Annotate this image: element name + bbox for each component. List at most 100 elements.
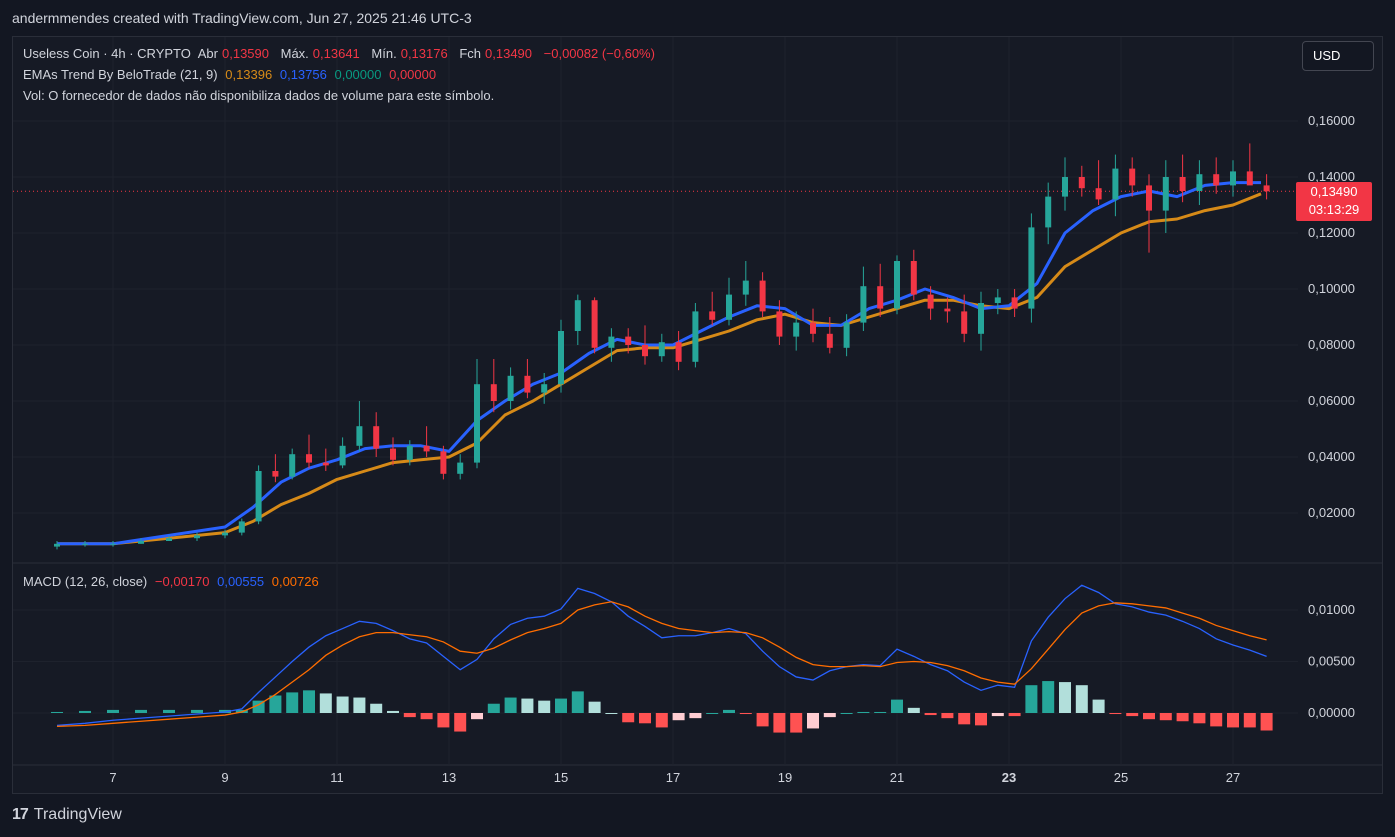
price-tick-label: 0,08000 [1308,337,1355,352]
macd-tick-label: 0,00000 [1308,705,1355,720]
macd-axis: 0,01000 0,00500 0,00000 [1308,602,1355,720]
candle-body [541,384,548,393]
footer-branding[interactable]: 17 TradingView [12,806,122,824]
candle-body [1146,185,1152,211]
ema-legend[interactable]: EMAs Trend By BeloTrade (21, 9) 0,13396 … [23,67,440,82]
candle-body [860,286,867,323]
macd-hist-bar [672,713,685,721]
candle-body [457,462,464,474]
macd-hist-bar [706,713,719,714]
close-value: 0,13490 [485,46,533,61]
macd-hist-bar [639,713,651,724]
macd-hist-bar [303,690,315,713]
macd-hist-bar [1059,682,1071,713]
macd-tick-label: 0,01000 [1308,602,1355,617]
brand-name: TradingView [33,806,122,823]
macd-hist-bar [1042,681,1055,713]
chart-canvas[interactable]: 0,16000 0,14000 0,12000 0,10000 0,08000 0,060… [13,37,1382,793]
macd-hist-value: −0,00170 [154,574,210,589]
currency-button[interactable]: USD [1302,41,1374,71]
price-tick-label: 0,14000 [1308,169,1355,184]
change-value: −0,00082 (−0,60%) [543,46,655,61]
macd-hist-bar [555,698,567,713]
candle-body [675,342,682,362]
macd-hist-bar [1243,713,1256,728]
macd-line-value: 0,00555 [217,574,265,589]
open-value: 0,13590 [222,46,269,61]
macd-hist-bar [941,713,954,719]
symbol-name: Useless Coin · 4h · CRYPTO [23,46,191,61]
macd-hist-bar [756,713,769,727]
volume-legend-text: Vol: O fornecedor de dados não disponibi… [23,88,495,103]
macd-hist-bar [924,713,937,716]
grid-lines [13,37,1382,766]
candle-body [1011,297,1018,309]
candle-body [1230,171,1236,186]
candle-body [877,286,884,309]
time-tick-label: 7 [109,770,116,785]
candle-body [658,342,665,357]
last-price-value: 0,13490 [1310,184,1358,199]
tradingview-logo-icon: 17 [12,806,29,823]
candle-body [54,543,60,547]
macd-hist-bar [739,713,752,715]
high-value: 0,13641 [312,46,360,61]
candle-body [776,311,783,337]
macd-legend[interactable]: MACD (12, 26, close) −0,00170 0,00555 0,… [23,574,323,589]
macd-hist-bar [807,713,819,729]
candle-body [166,538,172,541]
time-tick-label: 25 [1114,770,1128,785]
macd-hist-bar [51,711,63,713]
price-tick-label: 0,04000 [1308,449,1355,464]
candle-body [742,280,749,295]
macd-hist-bar [622,713,635,723]
candle-body [507,375,514,401]
price-tick-label: 0,06000 [1308,393,1355,408]
macd-legend-name: MACD (12, 26, close) [23,574,148,589]
macd-line [56,584,1267,727]
candle-body [423,445,430,452]
macd-hist-bar [336,696,349,713]
time-axis: 7 9 11 13 15 17 19 21 23 25 27 [109,770,1240,785]
candle-body [255,471,262,522]
candle-body [558,331,564,385]
symbol-legend[interactable]: Useless Coin · 4h · CRYPTO Abr 0,13590 Má… [23,46,659,61]
macd-tick-label: 0,00500 [1308,654,1355,669]
macd-hist-bar [1126,713,1139,717]
macd-hist-bar [605,713,618,714]
bar-countdown: 03:13:29 [1308,202,1360,217]
macd-hist-bar [319,693,332,713]
macd-hist-bar [1159,713,1172,721]
volume-legend[interactable]: Vol: O fornecedor de dados não disponibi… [23,88,498,103]
macd-hist-bar [907,707,920,713]
macd-hist-bar [857,711,870,713]
ema-value-1: 0,13396 [225,67,273,82]
candle-body [1078,177,1085,189]
candle-body [406,445,413,460]
macd-hist-bar [538,700,551,713]
candle-body [726,294,732,320]
macd-hist-bar [1075,685,1088,713]
candle-body [440,451,447,474]
candle-body [339,445,346,466]
macd-lines [56,584,1267,728]
ema-value-2: 0,13756 [279,67,327,82]
close-label: Fch [459,46,482,61]
macd-hist-bar [420,713,433,720]
macd-hist-bar [588,701,601,713]
price-axis: 0,16000 0,14000 0,12000 0,10000 0,08000 0,060… [1308,113,1355,520]
macd-hist-bar [891,699,903,713]
macd-hist-bar [823,713,836,718]
macd-hist-bar [403,713,416,718]
ema-legend-name: EMAs Trend By BeloTrade (21, 9) [23,67,218,82]
macd-hist-bar [521,698,534,713]
macd-hist-bar [1143,713,1155,720]
candle-body [238,521,245,533]
chart-frame[interactable]: 0,16000 0,14000 0,12000 0,10000 0,08000 0,060… [12,36,1383,794]
signal-line [56,601,1267,728]
macd-hist-bar [689,713,702,719]
macd-hist-bar [353,697,366,713]
price-tick-label: 0,12000 [1308,225,1355,240]
candle-body [810,322,816,334]
candle-body [82,543,88,545]
